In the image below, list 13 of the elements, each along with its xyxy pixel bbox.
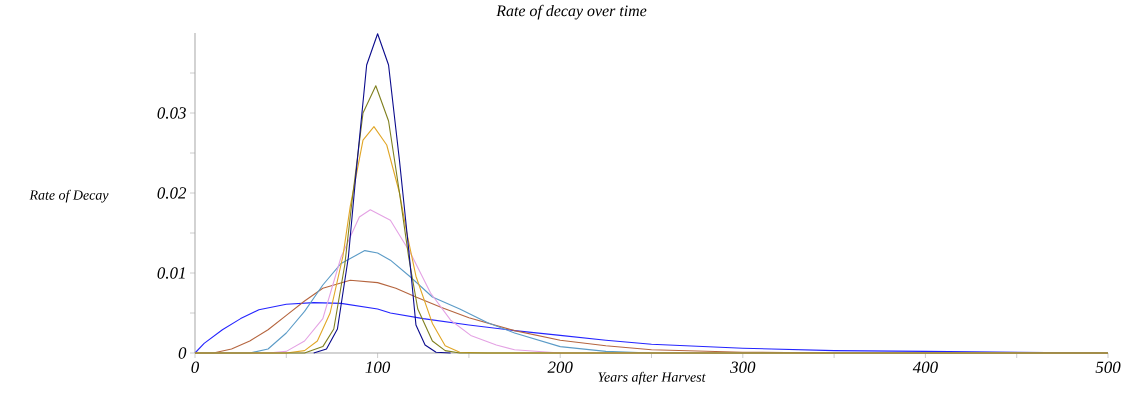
x-tick-label: 0 bbox=[191, 361, 200, 373]
y-tick-label: 0.02 bbox=[157, 187, 187, 199]
y-tick-label: 0.01 bbox=[157, 267, 185, 279]
x-tick-label: 400 bbox=[912, 361, 938, 373]
x-tick-label: 300 bbox=[730, 361, 756, 373]
y-tick-label: 0.03 bbox=[157, 107, 186, 119]
y-axis-title: Rate of Decay bbox=[29, 189, 109, 203]
chart-title: Rate of decay over time bbox=[496, 4, 647, 20]
x-axis-title: Years after Harvest bbox=[598, 371, 706, 385]
x-tick-label: 100 bbox=[365, 361, 391, 373]
x-tick-label: 200 bbox=[547, 361, 573, 373]
y-tick-label: 0 bbox=[178, 347, 187, 359]
x-tick-label: 500 bbox=[1095, 361, 1121, 373]
